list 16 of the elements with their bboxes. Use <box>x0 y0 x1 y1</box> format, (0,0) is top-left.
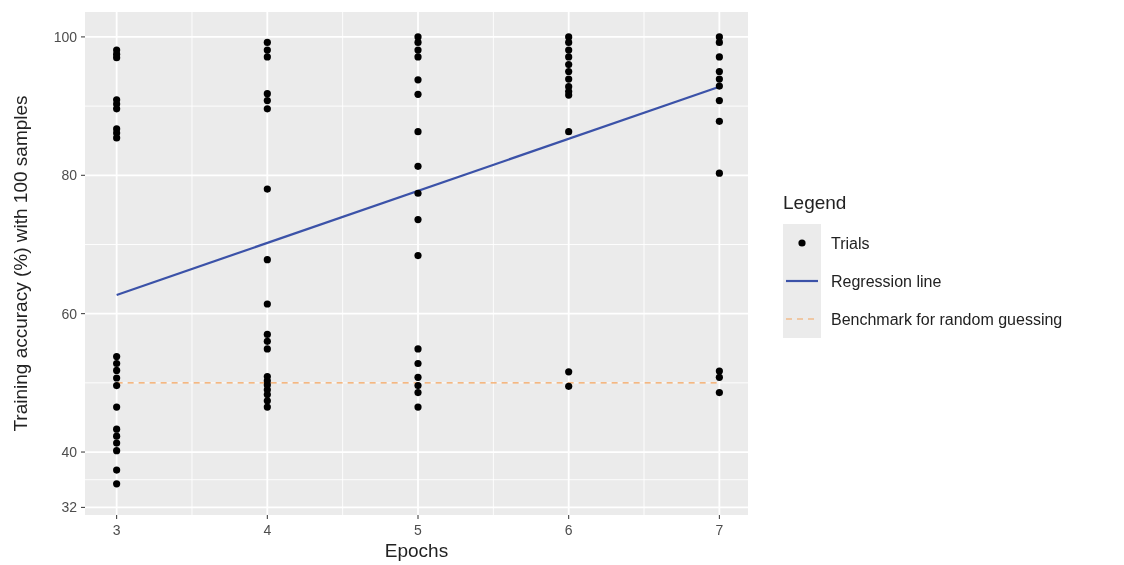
y-tick-label: 100 <box>53 28 78 45</box>
y-axis-title: Training accuracy (%) with 100 samples <box>10 95 31 432</box>
y-tick-label: 60 <box>61 305 78 322</box>
legend-label: Benchmark for random guessing <box>831 311 1063 328</box>
y-tick-label: 40 <box>61 443 78 460</box>
legend-label: Trials <box>831 235 870 252</box>
legend-title: Legend <box>783 192 847 213</box>
x-tick-label: 3 <box>112 522 121 538</box>
x-tick-label: 4 <box>263 522 272 538</box>
x-axis-title: Epochs <box>384 540 449 561</box>
y-tick-label: 32 <box>61 499 78 516</box>
x-tick-label: 5 <box>414 522 423 538</box>
legend-label: Regression line <box>831 273 942 290</box>
x-tick-label: 7 <box>715 522 724 538</box>
y-tick-label: 80 <box>61 167 78 184</box>
x-tick-label: 6 <box>564 522 573 538</box>
